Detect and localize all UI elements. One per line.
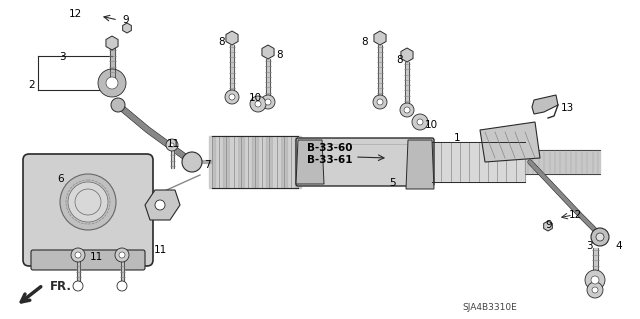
Text: 11: 11 [90,252,102,262]
Text: 6: 6 [58,174,64,184]
FancyBboxPatch shape [23,154,153,266]
Text: 10: 10 [424,120,438,130]
Circle shape [587,282,603,298]
Circle shape [111,98,125,112]
Polygon shape [401,48,413,62]
Circle shape [166,139,178,151]
Text: 3: 3 [59,52,65,62]
Text: SJA4B3310E: SJA4B3310E [463,303,517,313]
Circle shape [585,270,605,290]
Polygon shape [374,31,386,45]
FancyBboxPatch shape [31,250,145,270]
FancyBboxPatch shape [296,138,434,186]
Text: 11: 11 [154,245,166,255]
Circle shape [412,114,428,130]
Text: 8: 8 [219,37,225,47]
Polygon shape [406,140,434,189]
Circle shape [71,248,85,262]
Text: 13: 13 [561,103,573,113]
Text: 9: 9 [123,15,129,25]
Circle shape [225,90,239,104]
Circle shape [98,69,126,97]
Circle shape [155,200,165,210]
Circle shape [596,233,604,241]
Circle shape [229,94,235,100]
Text: 8: 8 [276,50,284,60]
Text: 1: 1 [454,133,460,143]
Polygon shape [296,140,324,184]
Circle shape [592,287,598,293]
Circle shape [373,95,387,109]
Circle shape [170,143,174,147]
Text: B-33-61: B-33-61 [307,155,353,165]
Text: B-33-60: B-33-60 [307,143,353,153]
Circle shape [73,281,83,291]
Circle shape [591,228,609,246]
Text: 12: 12 [568,210,582,220]
Polygon shape [226,31,238,45]
Circle shape [377,99,383,105]
Text: 4: 4 [616,241,622,251]
Circle shape [117,281,127,291]
Text: 8: 8 [397,55,403,65]
Circle shape [119,252,125,258]
Circle shape [417,119,423,125]
Circle shape [75,189,101,215]
Text: 2: 2 [29,80,35,90]
Text: 11: 11 [166,139,180,149]
Circle shape [75,252,81,258]
Text: 8: 8 [362,37,368,47]
Polygon shape [532,95,558,114]
Text: FR.: FR. [50,280,72,293]
Text: 10: 10 [248,93,262,103]
Polygon shape [145,190,180,220]
Circle shape [60,174,116,230]
Circle shape [261,95,275,109]
Circle shape [115,248,129,262]
Circle shape [250,96,266,112]
Circle shape [182,152,202,172]
Circle shape [591,276,599,284]
Text: 5: 5 [388,178,396,188]
Polygon shape [106,36,118,50]
Text: 7: 7 [204,160,211,170]
Circle shape [68,182,108,222]
Polygon shape [262,45,274,59]
Text: 3: 3 [586,241,592,251]
Circle shape [400,103,414,117]
Polygon shape [480,122,540,162]
Circle shape [404,107,410,113]
Text: 9: 9 [546,220,552,230]
Circle shape [255,101,261,107]
Text: 12: 12 [68,9,82,19]
Polygon shape [543,221,552,231]
Polygon shape [123,23,131,33]
Circle shape [106,77,118,89]
Circle shape [265,99,271,105]
